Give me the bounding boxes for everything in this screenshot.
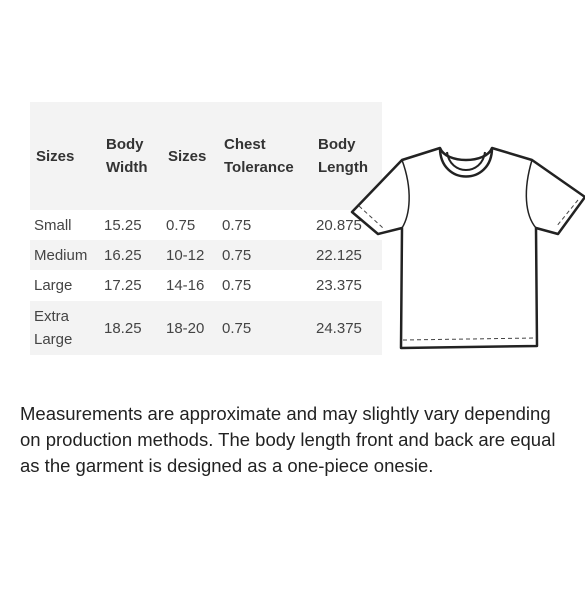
header-cell: Body Length: [312, 102, 382, 210]
table-cell: 0.75: [222, 216, 252, 234]
table-cell: 0.75: [222, 277, 252, 294]
table-cell: 22.125: [312, 240, 382, 270]
table-cell: 20.875: [316, 216, 362, 234]
table-cell: 10-12: [162, 240, 218, 270]
table-cell: 23.375: [316, 277, 362, 294]
header-cell: Body Width: [100, 102, 162, 210]
header-cell: Sizes: [162, 102, 218, 210]
header-row: Sizes Body Width Sizes Chest Tolerance Body …: [30, 102, 382, 210]
table-cell: 16.25: [100, 240, 162, 270]
table-cell: 0.75: [218, 301, 312, 355]
size-table: Sizes Body Width Sizes Chest Tolerance Body …: [30, 102, 382, 355]
table-cell: Medium: [30, 240, 100, 270]
table-row: Large 17.25 14-16 0.75 23.375: [30, 270, 382, 301]
header-cell: Chest Tolerance: [218, 102, 312, 210]
table-cell: 14-16: [166, 277, 205, 294]
header-cell: Sizes: [30, 102, 100, 210]
table-cell: 15.25: [104, 216, 142, 234]
table-cell: 0.75: [166, 216, 196, 234]
table-cell: Extra Large: [30, 301, 100, 355]
table-cell: 0.75: [218, 240, 312, 270]
note-text: Measurements are approximate and may sli…: [20, 403, 556, 476]
table-row: Extra Large 18.25 18-20 0.75 24.375: [30, 301, 382, 355]
tshirt-illustration: [350, 146, 585, 350]
table-row: Small 15.25 0.75 0.75 20.875: [30, 210, 382, 240]
table-cell: 24.375: [312, 301, 382, 355]
table-cell: 17.25: [104, 277, 142, 294]
table-cell: 18.25: [100, 301, 162, 355]
table-cell: 18-20: [162, 301, 218, 355]
table-cell: Small: [34, 216, 72, 234]
table-cell: Large: [34, 277, 73, 294]
table-row: Medium 16.25 10-12 0.75 22.125: [30, 240, 382, 270]
